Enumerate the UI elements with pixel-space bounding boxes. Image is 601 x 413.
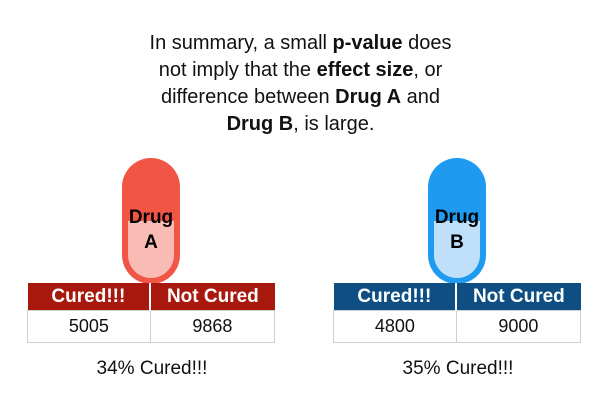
drug-b-label-top: Drug <box>434 207 480 228</box>
drug-a-not-cured-header: Not Cured <box>149 283 275 311</box>
drug-b-capsule-icon <box>428 158 486 284</box>
drug-a-capsule-icon <box>122 158 180 284</box>
drug-a-cured-percent: 34% Cured!!! <box>96 358 208 379</box>
drug-b-cured-value: 4800 <box>333 310 457 343</box>
drug-b-table-header-row: Cured!!! Not Cured <box>333 283 581 311</box>
p-value-term: p-value <box>332 32 403 54</box>
drug-a-not-cured-value: 9868 <box>149 310 276 343</box>
drug-a-label-top: Drug <box>128 207 174 228</box>
drug-b-not-cured-header: Not Cured <box>455 283 581 311</box>
summary-line-3: difference between Drug A and <box>80 84 521 111</box>
drug-a-capsule-lower-half <box>128 221 174 278</box>
drug-b-not-cured-value: 9000 <box>455 310 582 343</box>
drug-a-label: Drug A <box>111 207 191 253</box>
drug-b-term: Drug B <box>226 113 294 135</box>
summary-text-segment: difference between <box>160 86 336 108</box>
drug-b-table-value-row: 4800 9000 <box>333 310 582 343</box>
drug-a-label-bottom: A <box>144 232 158 253</box>
summary-line-1: In summary, a small p-value does <box>80 30 521 57</box>
drug-b-label-bottom: B <box>450 232 464 253</box>
summary-text-segment: , is large. <box>293 113 375 135</box>
drug-b-cured-header: Cured!!! <box>333 283 457 311</box>
summary-line-4: Drug B, is large. <box>80 111 521 138</box>
drug-a-table: Cured!!! Not Cured 5005 9868 <box>27 283 276 343</box>
summary-line-2: not imply that the effect size, or <box>80 57 521 84</box>
drug-a-table-header-row: Cured!!! Not Cured <box>27 283 275 311</box>
drug-a-table-value-row: 5005 9868 <box>27 310 276 343</box>
drug-b-table: Cured!!! Not Cured 4800 9000 <box>333 283 582 343</box>
summary-text-segment: does <box>402 32 452 54</box>
effect-size-term: effect size <box>316 59 414 81</box>
summary-text-segment: In summary, a small <box>149 32 333 54</box>
summary-text-segment: and <box>401 86 441 108</box>
drug-a-term: Drug A <box>335 86 402 108</box>
drug-b-cured-percent: 35% Cured!!! <box>402 358 514 379</box>
summary-text-segment: , or <box>413 59 443 81</box>
summary-text-segment: not imply that the <box>158 59 317 81</box>
drug-b-capsule-lower-half <box>434 221 480 278</box>
drug-a-cured-header: Cured!!! <box>27 283 151 311</box>
drug-a-cured-value: 5005 <box>27 310 151 343</box>
summary-text: In summary, a small p-value does not imp… <box>80 30 521 138</box>
drug-b-label: Drug B <box>417 207 497 253</box>
